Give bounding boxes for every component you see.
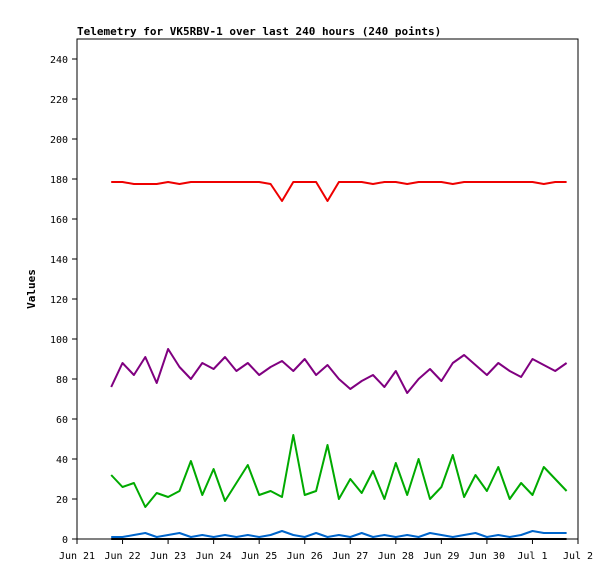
x-tick-label: Jun 25 (241, 551, 277, 562)
series-layer (110, 181, 568, 540)
x-tick-label: Jun 28 (378, 551, 414, 562)
y-axis: 0 20 40 60 80 100 120 140 160 180 200 220 240 (50, 55, 77, 546)
x-tick-label: Jun 22 (104, 551, 140, 562)
y-tick-label: 180 (50, 175, 68, 186)
y-tick-label: 100 (50, 335, 68, 346)
y-tick-label: 0 (62, 535, 68, 546)
series-line-3 (110, 434, 568, 508)
x-tick-label: Jun 29 (423, 551, 459, 562)
y-tick-label: 240 (50, 55, 68, 66)
chart-title: Telemetry for VK5RBV-1 over last 240 hou… (77, 25, 441, 38)
y-tick-label: 60 (56, 415, 68, 426)
y-axis-label: Values (25, 269, 38, 309)
y-tick-label: 140 (50, 255, 68, 266)
x-tick-label: Jul 2 (563, 551, 593, 562)
y-tick-label: 120 (50, 295, 68, 306)
series-line-1 (111, 181, 567, 202)
y-tick-label: 40 (56, 455, 68, 466)
x-tick-label: Jun 24 (196, 551, 232, 562)
y-tick-label: 200 (50, 135, 68, 146)
x-tick-label: Jun 27 (332, 551, 368, 562)
x-tick-label: Jun 30 (469, 551, 505, 562)
x-tick-label: Jun 26 (287, 551, 323, 562)
y-tick-label: 20 (56, 495, 68, 506)
y-tick-label: 160 (50, 215, 68, 226)
x-tick-label: Jul 1 (517, 551, 547, 562)
y-tick-label: 220 (50, 95, 68, 106)
x-tick-label: Jun 21 (59, 551, 95, 562)
series-line-4 (111, 530, 567, 538)
y-tick-label: 80 (56, 375, 68, 386)
x-tick-label: Jun 23 (150, 551, 186, 562)
series-line-2 (110, 348, 568, 394)
